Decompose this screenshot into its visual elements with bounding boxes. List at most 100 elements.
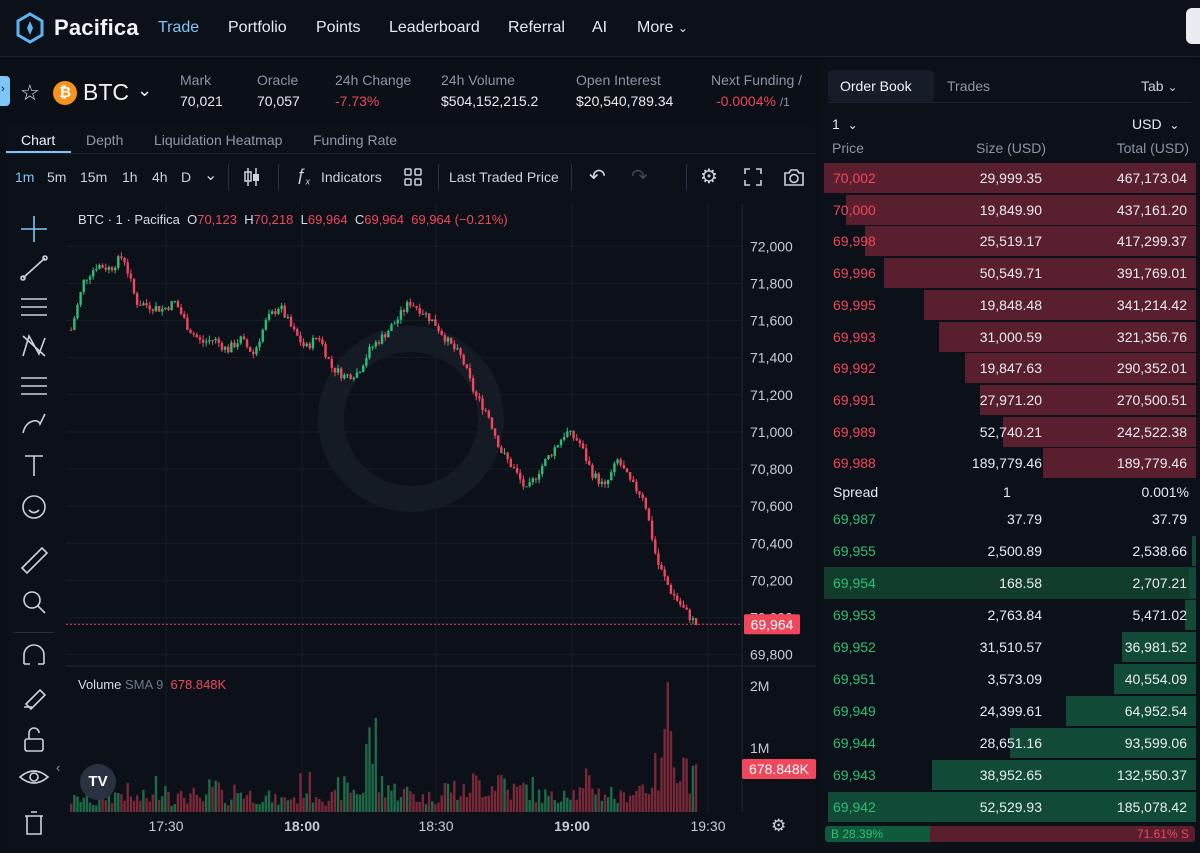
volume-bar — [321, 801, 324, 812]
candle-body — [475, 391, 478, 397]
volume-bar — [142, 789, 145, 812]
indicators-button[interactable]: Indicators — [321, 169, 382, 185]
candle-body — [70, 329, 73, 331]
candle-body — [625, 468, 629, 473]
volume-bar — [107, 792, 111, 812]
candle-body — [123, 257, 126, 263]
volume-bar — [333, 789, 337, 812]
tab-liquidation-heatmap[interactable]: Liquidation Heatmap — [154, 132, 283, 148]
currency-select[interactable]: USD ⌄ — [1132, 116, 1179, 132]
tab-chart[interactable]: Chart — [21, 132, 56, 148]
legend-open: 70,123 — [197, 212, 237, 227]
ask-row[interactable]: 69,993 31,000.59 321,356.76 — [824, 321, 1196, 353]
price-source-button[interactable]: Last Traded Price — [449, 169, 559, 185]
chevron-down-icon: ⌄ — [847, 118, 858, 132]
interval-d[interactable]: D — [181, 169, 192, 185]
stat-label: 24h Change — [335, 72, 412, 88]
bid-row[interactable]: 69,954 168.58 2,707.21 — [824, 567, 1196, 599]
sidebar-expand-handle[interactable]: › — [0, 76, 10, 106]
ask-row[interactable]: 69,998 25,519.17 417,299.37 — [824, 225, 1196, 257]
fullscreen-icon[interactable] — [743, 167, 763, 187]
brand-logo[interactable]: Pacifica — [14, 12, 139, 44]
panel-toggle-button[interactable] — [1186, 8, 1200, 44]
bid-price: 69,953 — [833, 607, 876, 623]
bid-row[interactable]: 69,943 38,952.65 132,550.37 — [824, 759, 1196, 791]
nav-leaderboard[interactable]: Leaderboard — [389, 19, 480, 36]
nav-referral[interactable]: Referral — [508, 19, 565, 36]
volume-bar — [305, 793, 308, 812]
candle-body — [484, 410, 487, 412]
volume-bar — [588, 775, 591, 812]
tab-depth[interactable]: Depth — [86, 132, 124, 148]
interval-15m[interactable]: 15m — [80, 169, 108, 185]
bid-row[interactable]: 69,944 28,651.16 93,599.06 — [824, 727, 1196, 759]
stat-label: Oracle — [257, 72, 299, 88]
bid-price: 69,954 — [833, 575, 876, 591]
ask-size: 52,740.21 — [979, 423, 1042, 440]
ask-row[interactable]: 69,992 19,847.63 290,352.01 — [824, 352, 1196, 384]
candle-body — [233, 342, 236, 348]
nav-ai[interactable]: AI — [592, 19, 608, 36]
candle-body — [211, 340, 214, 342]
interval-1h[interactable]: 1h — [122, 169, 138, 185]
tab-trades[interactable]: Trades — [947, 78, 991, 94]
candle-body — [242, 336, 246, 340]
candle-body — [641, 494, 644, 499]
bid-row[interactable]: 69,953 2,763.84 5,471.02 — [824, 599, 1196, 631]
bid-row[interactable]: 69,987 37.79 37.79 — [824, 503, 1196, 535]
undo-icon[interactable]: ↶ — [589, 166, 606, 188]
candle-body — [575, 438, 578, 441]
tab-funding-rate[interactable]: Funding Rate — [313, 132, 398, 148]
tab-order-book[interactable]: Order Book — [840, 78, 912, 94]
collapse-left-icon[interactable]: ‹ — [56, 760, 61, 775]
volume-bar — [647, 794, 651, 812]
grouping-select[interactable]: 1 ⌄ — [832, 116, 858, 132]
chart-settings-gear-icon[interactable]: ⚙ — [771, 816, 787, 835]
ask-row[interactable]: 69,996 50,549.71 391,769.01 — [824, 257, 1196, 289]
legend-o-label: O — [187, 212, 198, 227]
layout-grid-icon[interactable] — [403, 167, 423, 187]
nav-points[interactable]: Points — [316, 19, 361, 36]
ask-row[interactable]: 69,995 19,848.48 341,214.42 — [824, 289, 1196, 321]
star-icon[interactable]: ☆ — [20, 80, 40, 105]
candle-body — [117, 256, 120, 268]
nav-portfolio[interactable]: Portfolio — [228, 19, 287, 36]
candle-body — [126, 262, 129, 274]
interval-5m[interactable]: 5m — [47, 169, 67, 185]
gear-icon[interactable]: ⚙ — [700, 166, 718, 188]
bid-row[interactable]: 69,951 3,573.09 40,554.09 — [824, 663, 1196, 695]
ask-size: 27,971.20 — [979, 391, 1042, 408]
stat-24h-change: 24h Change -7.73% — [335, 72, 411, 109]
tab-mode-button[interactable]: Tab ⌄ — [1141, 78, 1178, 94]
ask-row[interactable]: 69,988 189,779.46 189,779.46 — [824, 447, 1196, 479]
market-symbol[interactable]: BTC — [83, 79, 129, 105]
price-chart[interactable]: 72,000 71,800 71,600 71,400 71,200 71,000 70,8… — [66, 204, 816, 844]
market-chevron-down-icon[interactable]: ⌄ — [137, 80, 153, 100]
nav-trade[interactable]: Trade — [158, 19, 200, 36]
ask-row[interactable]: 69,989 52,740.21 242,522.38 — [824, 416, 1196, 448]
nav-more[interactable]: More ⌄ — [637, 19, 688, 37]
candle-type-icon[interactable] — [242, 166, 262, 188]
volume-legend: Volume SMA 9 678.848K — [78, 677, 226, 692]
volume-bar — [421, 794, 425, 812]
volume-bar — [581, 787, 585, 812]
camera-icon[interactable] — [782, 166, 806, 188]
redo-icon[interactable]: ↷ — [631, 166, 648, 188]
bid-row[interactable]: 69,955 2,500.89 2,538.66 — [824, 535, 1196, 567]
volume-bar — [362, 792, 365, 812]
interval-1m[interactable]: 1m — [15, 169, 35, 185]
interval-4h[interactable]: 4h — [152, 169, 168, 185]
candle-body — [657, 553, 660, 566]
interval-chevron-down-icon[interactable]: ⌄ — [204, 167, 218, 184]
depth-bar — [827, 792, 1196, 822]
bid-row[interactable]: 69,942 52,529.93 185,078.42 — [824, 791, 1196, 823]
bid-row[interactable]: 69,949 24,399.61 64,952.54 — [824, 695, 1196, 727]
volume-bar — [126, 782, 129, 812]
ask-row[interactable]: 70,000 19,849.90 437,161.20 — [824, 194, 1196, 226]
bid-row[interactable]: 69,952 31,510.57 36,981.52 — [824, 631, 1196, 663]
ohlc-legend: BTC · 1 · Pacifica O70,123 H70,218 L69,9… — [78, 212, 508, 227]
ask-row[interactable]: 69,991 27,971.20 270,500.51 — [824, 384, 1196, 416]
ask-row[interactable]: 70,002 29,999.35 467,173.04 — [824, 162, 1196, 194]
ask-price: 69,993 — [833, 328, 876, 345]
tradingview-logo-icon[interactable]: TV — [80, 764, 116, 800]
